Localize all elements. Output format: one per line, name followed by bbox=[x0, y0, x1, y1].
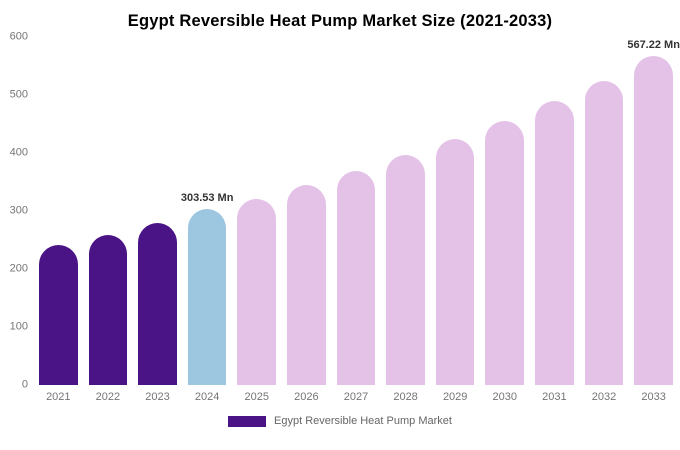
y-tick-label: 300 bbox=[9, 204, 28, 217]
x-tick-label: 2022 bbox=[95, 391, 121, 403]
bar-2027 bbox=[336, 170, 376, 385]
x-tick-label: 2026 bbox=[294, 391, 319, 403]
x-tick-label: 2029 bbox=[442, 391, 468, 403]
chart-area: 0 100 200 300 400 500 600 303.53 Mn 567.22 Mn bbox=[10, 31, 680, 390]
y-tick-label: 100 bbox=[9, 320, 28, 333]
y-tick-label: 600 bbox=[9, 30, 28, 43]
x-tick-label: 2031 bbox=[542, 391, 567, 403]
y-tick-label: 200 bbox=[9, 262, 28, 275]
bar-slot bbox=[39, 37, 78, 385]
bar-2029 bbox=[435, 138, 475, 385]
x-axis: 2021 2022 2023 2024 2025 2026 2027 2028 2029 2030… bbox=[38, 391, 674, 403]
x-tick-label: 2032 bbox=[591, 391, 617, 403]
bar-slot bbox=[584, 37, 624, 385]
bar-2028 bbox=[386, 155, 425, 385]
bar-2031 bbox=[535, 101, 574, 385]
x-tick-label: 2033 bbox=[641, 391, 666, 403]
bar-slot bbox=[485, 37, 525, 385]
x-tick-label: 2027 bbox=[343, 391, 369, 403]
bar-2030 bbox=[485, 120, 525, 385]
bar-slot bbox=[138, 37, 177, 385]
y-axis: 0 100 200 300 400 500 600 bbox=[0, 31, 30, 390]
x-tick-label: 2025 bbox=[244, 391, 269, 403]
bar-2025 bbox=[237, 198, 277, 385]
legend-label: Egypt Reversible Heat Pump Market bbox=[274, 415, 452, 427]
x-tick-label: 2028 bbox=[393, 391, 418, 403]
bar-value-label: 303.53 Mn bbox=[180, 191, 234, 204]
bar-2023 bbox=[138, 223, 177, 385]
legend-swatch bbox=[228, 415, 267, 427]
bar-value-label: 567.22 Mn bbox=[627, 39, 680, 52]
bar-slot: 303.53 Mn bbox=[181, 37, 233, 385]
bar-slot bbox=[386, 37, 425, 385]
bar-2024 bbox=[187, 208, 227, 385]
legend: Egypt Reversible Heat Pump Market bbox=[0, 415, 680, 427]
y-tick-label: 500 bbox=[9, 88, 28, 101]
bar-slot bbox=[336, 37, 376, 385]
bar-2032 bbox=[584, 80, 624, 385]
bar-slot bbox=[237, 37, 277, 385]
y-tick-label: 400 bbox=[9, 146, 28, 159]
bar-slot bbox=[287, 37, 326, 385]
x-tick-label: 2030 bbox=[492, 391, 518, 403]
y-tick-label: 0 bbox=[21, 378, 28, 391]
bar-slot bbox=[435, 37, 475, 385]
x-tick-label: 2024 bbox=[194, 391, 220, 403]
bar-slot bbox=[88, 37, 128, 385]
bar-2022 bbox=[88, 234, 128, 385]
bar-slot bbox=[535, 37, 574, 385]
bar-2026 bbox=[287, 185, 326, 385]
x-tick-label: 2023 bbox=[145, 391, 170, 403]
chart-title: Egypt Reversible Heat Pump Market Size (… bbox=[127, 12, 553, 30]
bar-2033 bbox=[634, 56, 673, 385]
x-tick-label: 2021 bbox=[46, 391, 71, 403]
bar-2021 bbox=[39, 245, 78, 385]
plot-area: 303.53 Mn 567.22 Mn bbox=[38, 37, 680, 385]
bar-slot: 567.22 Mn bbox=[627, 37, 680, 385]
